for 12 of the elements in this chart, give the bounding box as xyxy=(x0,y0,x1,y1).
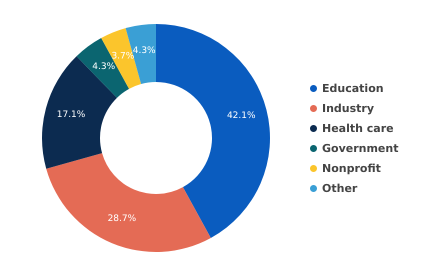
legend-label: Other xyxy=(322,182,358,195)
legend-label: Nonprofit xyxy=(322,162,381,175)
data-label: 28.7% xyxy=(108,214,137,224)
legend-label: Industry xyxy=(322,102,374,115)
legend-label: Education xyxy=(322,82,384,95)
legend-label: Health care xyxy=(322,122,394,135)
data-label: 4.3% xyxy=(132,46,156,56)
data-label: 3.7% xyxy=(111,51,135,62)
legend-label: Government xyxy=(322,142,398,155)
data-label: 42.1% xyxy=(226,111,256,122)
data-label: 17.1% xyxy=(56,110,86,120)
data-label: 4.3% xyxy=(92,62,116,72)
